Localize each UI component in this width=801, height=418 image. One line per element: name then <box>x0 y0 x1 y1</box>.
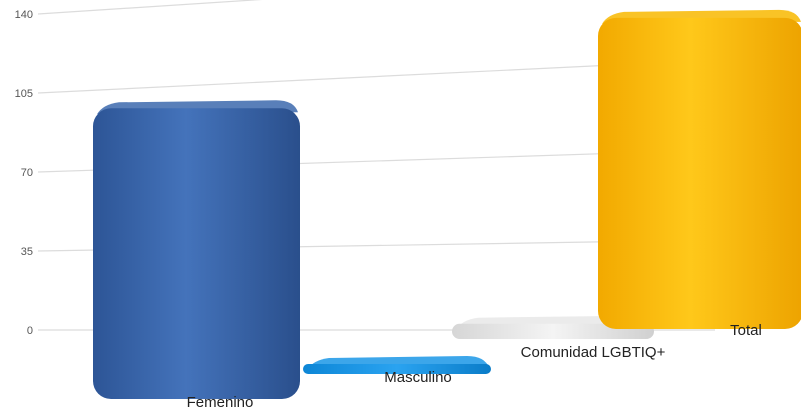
y-tick-label: 35 <box>21 246 33 258</box>
y-tick-label: 0 <box>27 325 33 337</box>
category-label: Femenino <box>187 394 254 411</box>
y-tick-label: 105 <box>15 88 33 100</box>
bar <box>93 108 300 400</box>
category-label: Comunidad LGBTIQ+ <box>521 344 666 361</box>
bar <box>598 17 801 329</box>
category-label: Total <box>730 322 762 339</box>
bar <box>452 323 654 339</box>
category-label: Masculino <box>384 369 452 386</box>
grid-line <box>37 0 263 15</box>
y-tick-label: 140 <box>15 9 33 21</box>
bar <box>303 364 491 374</box>
y-tick-label: 70 <box>21 167 33 179</box>
